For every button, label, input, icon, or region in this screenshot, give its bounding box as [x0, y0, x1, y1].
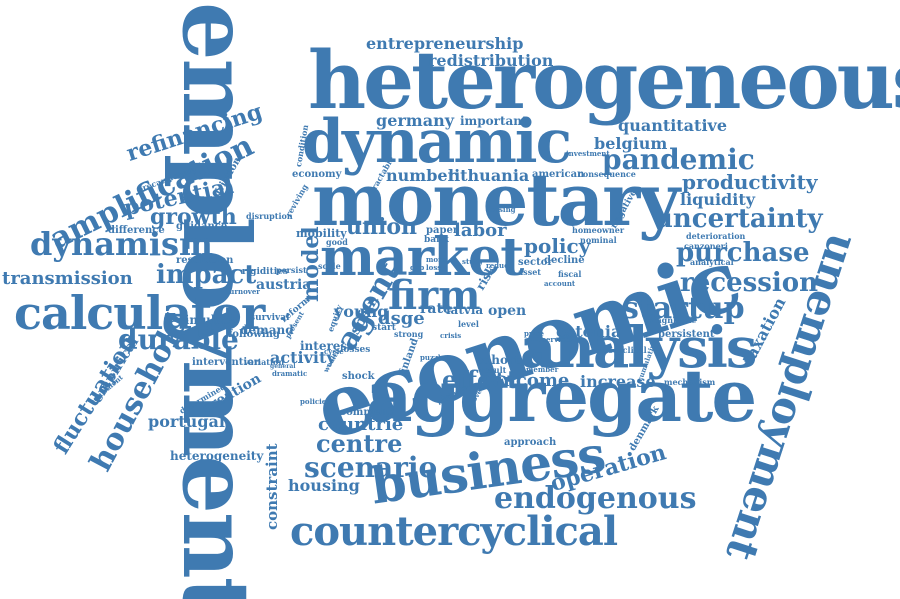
word-fiscal: fiscal	[558, 270, 581, 278]
word-germany: germany	[376, 113, 454, 129]
word-account: account	[544, 280, 575, 287]
word-portugal: portugal	[148, 414, 225, 430]
word-productivity: productivity	[682, 172, 817, 192]
word-comment: comment	[340, 408, 392, 418]
word-austria: austria	[256, 278, 311, 292]
word-countrie: countrie	[318, 416, 403, 434]
word-general: general	[270, 364, 296, 370]
word-important: important	[460, 115, 528, 127]
word-uncertainty: uncertainty	[654, 206, 823, 232]
word-latvia: latvia	[446, 304, 483, 316]
word-procyclical: procyclical	[598, 346, 647, 354]
word-persist: persist	[276, 266, 307, 274]
word-more: more	[426, 256, 446, 263]
word-lithuania: lithuania	[448, 168, 529, 184]
word-price: price	[524, 330, 544, 337]
word-scale: scale	[318, 262, 341, 270]
word-difference: difference	[108, 226, 165, 236]
word-good: good	[326, 238, 348, 246]
word-reviving: reviving	[284, 183, 309, 218]
word-open: open	[488, 304, 526, 318]
word-endogenous: endogenous	[494, 484, 696, 514]
word-countercyclical: countercyclical	[290, 512, 617, 552]
word-approach: approach	[504, 438, 556, 448]
word-entrepreneurship: entrepreneurship	[366, 36, 523, 52]
word-union: union	[346, 216, 417, 238]
word-transmission: transmission	[2, 270, 133, 288]
word-economy: economy	[292, 170, 341, 180]
word-persistent: persistent	[658, 330, 715, 340]
word-service: service	[542, 336, 570, 343]
word-deterioration: deterioration	[686, 232, 745, 240]
word-crisis: crisis	[440, 332, 461, 339]
word-shock: shock	[342, 372, 375, 382]
word-liquidity: liquidity	[680, 192, 755, 208]
word-guidance: guidance	[176, 222, 227, 232]
word-reduce: reduce	[486, 262, 513, 269]
word-housing: housing	[288, 478, 360, 494]
word-bank: bank	[424, 236, 449, 245]
word-strong: strong	[394, 330, 423, 338]
word-asset: asset	[518, 268, 541, 276]
word-easing: easing	[490, 206, 516, 213]
word-constraint: constraint	[265, 443, 280, 530]
word-redistribution: redistribution	[428, 53, 553, 69]
word-puzzle: puzzle	[420, 354, 445, 361]
word-decline: decline	[544, 256, 585, 266]
word-dramatic: dramatic	[272, 370, 307, 377]
word-turnover: turnover	[226, 288, 260, 295]
word-nominal: nominal	[580, 236, 617, 244]
word-number: number	[386, 168, 456, 184]
word-centre: centre	[316, 432, 402, 456]
word-heterogeneity: heterogeneity	[170, 450, 263, 462]
word-gap: gap	[410, 264, 424, 271]
word-analytical: analytical	[690, 258, 734, 266]
word-quantitative: quantitative	[618, 118, 727, 134]
word-american: american	[532, 170, 584, 180]
word-start: start	[372, 324, 396, 333]
word-income: income	[496, 372, 569, 390]
word-result: result	[480, 366, 506, 374]
word-level: level	[458, 320, 479, 328]
word-losses: losses	[340, 346, 370, 355]
word-consequence: consequence	[578, 170, 636, 178]
word-study: study	[462, 258, 483, 265]
word-loss: loss	[426, 264, 441, 271]
word-magnitude: magnitude	[648, 316, 696, 324]
word-simulate: simulate	[178, 314, 236, 326]
word-mechanism: mechanism	[664, 378, 715, 386]
word-canzoneri: canzoneri	[684, 242, 728, 250]
word-labor: labor	[454, 222, 507, 240]
word-following: following	[228, 330, 280, 340]
word-resolution: resolution	[176, 256, 233, 266]
word-investment: investment	[566, 150, 610, 157]
word-policies: policies	[300, 398, 330, 405]
word-member: member	[526, 366, 558, 373]
